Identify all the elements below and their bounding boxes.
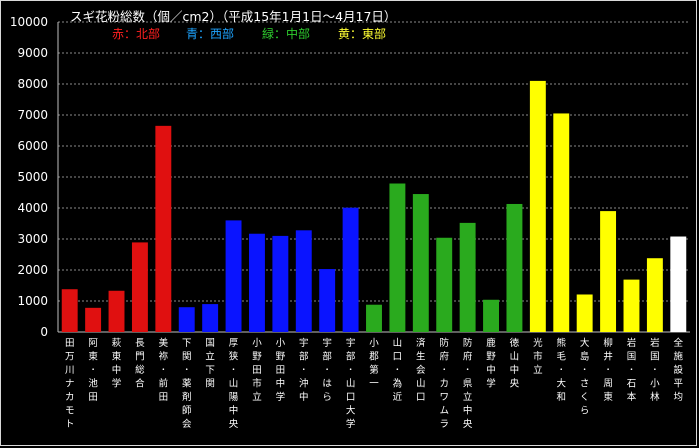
bar xyxy=(412,194,429,332)
bar xyxy=(506,203,523,332)
x-tick-labels: 田万川ナカモト 阿東･池田 萩東中学 長門総合 美祢･前田 下関･薬剤師会 国立下関 厚狭･山… xyxy=(65,337,684,430)
bar xyxy=(85,307,102,332)
x-tick-label: 柳井･周東 xyxy=(603,337,613,403)
legend: 赤：北部 青：西部 緑：中部 黄：東部 xyxy=(112,26,386,41)
bar xyxy=(108,290,125,332)
bars xyxy=(61,80,687,333)
legend-item: 青：西部 xyxy=(186,26,234,41)
x-tick-label: 防府･カワムラ xyxy=(439,337,449,430)
grid-lines xyxy=(57,21,690,333)
bar xyxy=(155,125,172,332)
y-tick-label: 6000 xyxy=(17,139,48,153)
y-tick-label: 7000 xyxy=(17,108,48,122)
chart-title: スギ花粉総数（個／cm2）（平成15年1月1日～4月17日） xyxy=(70,9,396,24)
bar xyxy=(483,299,499,332)
y-tick-label: 5000 xyxy=(17,170,48,184)
y-tick-label: 0 xyxy=(40,325,48,339)
legend-item: 赤：北部 xyxy=(112,26,160,41)
legend-item: 緑：中部 xyxy=(262,26,310,41)
y-tick-label: 8000 xyxy=(17,77,48,91)
x-tick-label: 山口･為近 xyxy=(393,338,403,403)
bar xyxy=(272,235,289,332)
bar xyxy=(202,304,219,332)
x-tick-label: 岩国･石本 xyxy=(627,337,637,403)
x-tick-label: 阿東･池田 xyxy=(88,338,98,403)
x-tick-label: 宇部･山口大学 xyxy=(346,337,356,430)
x-tick-label: 小野田中学 xyxy=(276,338,286,403)
x-tick-label: 徳山中央 xyxy=(510,337,520,390)
bar xyxy=(553,113,570,332)
bar xyxy=(646,258,663,332)
bar xyxy=(670,236,687,332)
x-tick-label: 下関･薬剤師会 xyxy=(182,338,192,430)
x-tick-label: 防府･県立中央 xyxy=(463,337,473,430)
x-tick-label: 熊毛･大和 xyxy=(557,337,567,403)
x-tick-label: 美祢･前田 xyxy=(159,337,169,403)
x-tick-label: 宇部･沖中 xyxy=(299,337,309,403)
x-tick-label: 長門総合 xyxy=(135,338,145,390)
bar xyxy=(342,207,359,332)
bar xyxy=(436,237,453,332)
y-tick-label: 1000 xyxy=(17,294,48,308)
x-tick-label: 国立下関 xyxy=(205,338,215,390)
y-tick-label: 10000 xyxy=(10,15,48,29)
x-tick-label: 岩国･小林 xyxy=(650,337,660,403)
x-tick-label: 厚狭･山陽中央 xyxy=(229,338,239,430)
y-tick-label: 4000 xyxy=(17,201,48,215)
bar xyxy=(249,233,265,332)
y-tick-label: 9000 xyxy=(17,46,48,60)
y-tick-label: 2000 xyxy=(17,263,48,277)
bar xyxy=(366,304,382,332)
bar xyxy=(623,279,640,332)
bar xyxy=(225,220,242,332)
y-tick-label: 3000 xyxy=(17,232,48,246)
x-tick-label: 光市立 xyxy=(533,337,543,376)
x-tick-label: 小野田市立 xyxy=(252,338,262,403)
bar xyxy=(600,211,617,332)
x-tick-label: 田万川ナカモト xyxy=(65,338,75,430)
x-tick-label: 済生会山口 xyxy=(416,337,426,403)
y-tick-labels: 0 1000 2000 3000 4000 5000 6000 7000 8000 9000 100… xyxy=(10,15,48,339)
bar xyxy=(576,294,593,332)
x-tick-label: 宇部･はら xyxy=(322,337,332,403)
x-tick-label: 萩東中学 xyxy=(112,338,122,390)
x-tick-label: 小郡第一 xyxy=(369,338,379,390)
bar xyxy=(295,230,312,332)
bar xyxy=(459,222,476,332)
bar xyxy=(389,183,406,332)
x-tick-label: 大島･さくら xyxy=(580,337,590,417)
legend-item: 黄：東部 xyxy=(338,26,386,41)
x-tick-label: 鹿野中学 xyxy=(486,337,496,390)
bar xyxy=(131,242,148,332)
x-tick-label: 全施設平均 xyxy=(674,337,684,403)
bar xyxy=(529,80,546,333)
bar xyxy=(178,307,195,332)
bar xyxy=(61,289,78,332)
bar xyxy=(319,269,336,332)
